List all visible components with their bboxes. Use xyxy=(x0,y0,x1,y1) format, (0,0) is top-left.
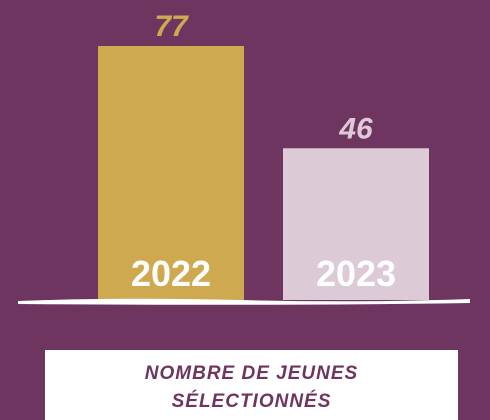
value-label: 77 xyxy=(154,10,189,43)
category-label: 2023 xyxy=(316,253,396,294)
baseline xyxy=(18,298,470,305)
chart-title: NOMBRE DE JEUNES SÉLECTIONNÉS xyxy=(45,350,458,420)
bar xyxy=(98,46,244,300)
bar xyxy=(283,148,429,300)
category-label: 2022 xyxy=(131,253,211,294)
value-label: 46 xyxy=(338,112,373,145)
